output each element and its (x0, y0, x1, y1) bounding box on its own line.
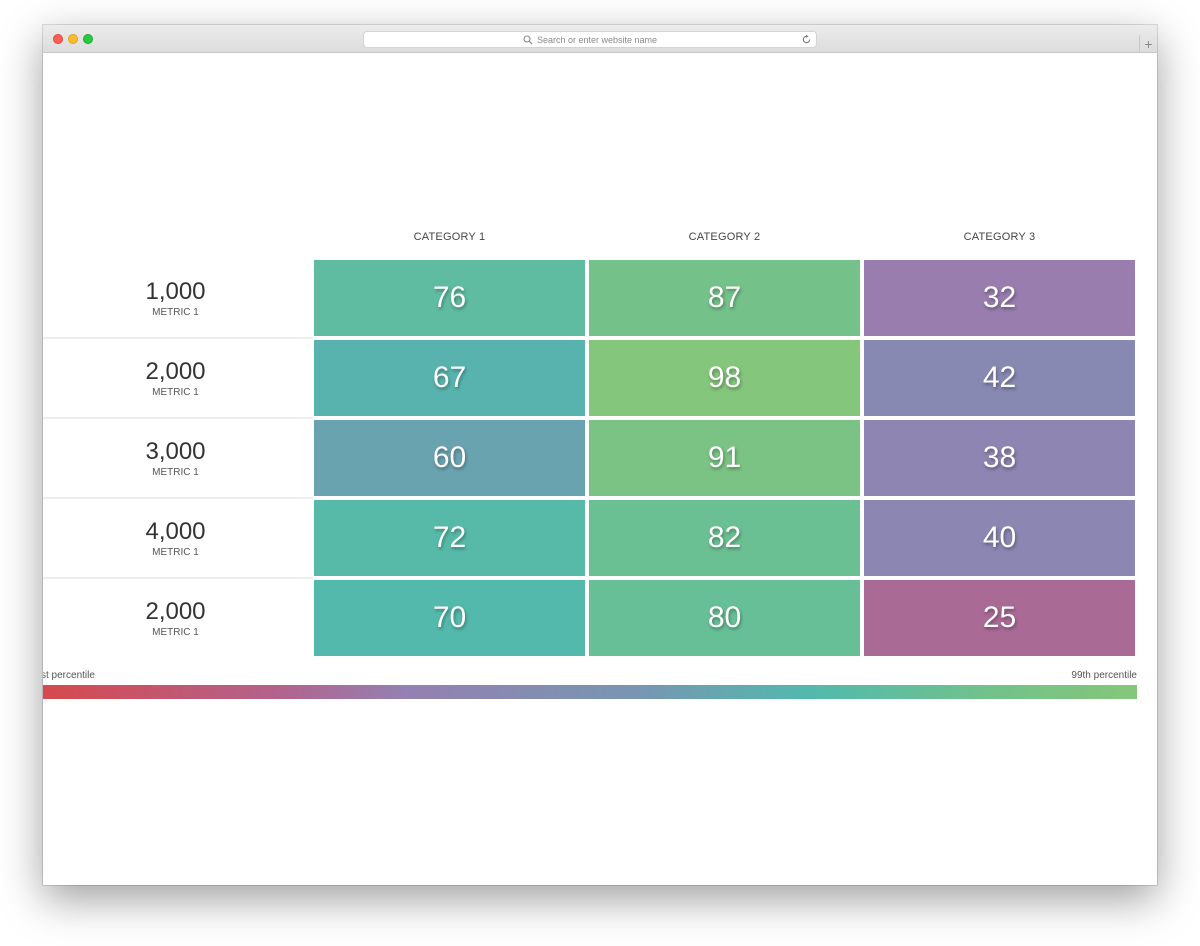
heatmap-cell: 72 (314, 500, 585, 576)
row-value: 1,000 (145, 277, 206, 305)
browser-window: Search or enter website name + CATEGORY … (43, 25, 1157, 885)
scale-max-label: 99th percentile (1071, 670, 1137, 681)
heatmap-cell: 32 (864, 260, 1135, 336)
row-metric: METRIC 1 (152, 386, 199, 398)
row-value: 3,000 (145, 437, 206, 465)
heatmap-cell: 80 (589, 580, 860, 656)
heatmap-cell: 60 (314, 420, 585, 496)
row-metric: METRIC 1 (152, 306, 199, 318)
new-tab-button[interactable]: + (1139, 35, 1157, 53)
row-label-4: 4,000 METRIC 1 (43, 500, 308, 577)
heatmap-cell: 38 (864, 420, 1135, 496)
heatmap-cell: 76 (314, 260, 585, 336)
row-value: 2,000 (145, 597, 206, 625)
heatmap-cell: 70 (314, 580, 585, 656)
row-value: 4,000 (145, 517, 206, 545)
column-header-3: CATEGORY 3 (963, 231, 1036, 243)
zoom-window-button[interactable] (83, 34, 93, 44)
row-label-2: 2,000 METRIC 1 (43, 340, 308, 417)
heatmap-cell: 25 (864, 580, 1135, 656)
row-metric: METRIC 1 (152, 466, 199, 478)
heatmap-cell: 87 (589, 260, 860, 336)
row-separator (43, 417, 313, 419)
row-metric: METRIC 1 (152, 626, 199, 638)
address-placeholder: Search or enter website name (536, 34, 658, 45)
address-bar[interactable]: Search or enter website name (363, 31, 817, 48)
search-icon (523, 34, 533, 44)
row-separator (43, 577, 313, 579)
row-label-5: 2,000 METRIC 1 (43, 580, 308, 657)
row-separator (43, 497, 313, 499)
color-scale-bar (43, 685, 1137, 699)
row-value: 2,000 (145, 357, 206, 385)
column-header-2: CATEGORY 2 (688, 231, 761, 243)
row-label-1: 1,000 METRIC 1 (43, 260, 308, 337)
reload-icon[interactable] (801, 34, 812, 45)
heatmap-cell: 82 (589, 500, 860, 576)
heatmap-cell: 42 (864, 340, 1135, 416)
row-metric: METRIC 1 (152, 546, 199, 558)
minimize-window-button[interactable] (68, 34, 78, 44)
title-bar: Search or enter website name + (43, 25, 1157, 53)
heatmap-cell: 91 (589, 420, 860, 496)
close-window-button[interactable] (53, 34, 63, 44)
row-label-3: 3,000 METRIC 1 (43, 420, 308, 497)
column-header-1: CATEGORY 1 (413, 231, 486, 243)
heatmap-cell: 40 (864, 500, 1135, 576)
scale-min-label: st percentile (43, 670, 95, 681)
heatmap-cell: 67 (314, 340, 585, 416)
row-separator (43, 337, 313, 339)
heatmap-cell: 98 (589, 340, 860, 416)
